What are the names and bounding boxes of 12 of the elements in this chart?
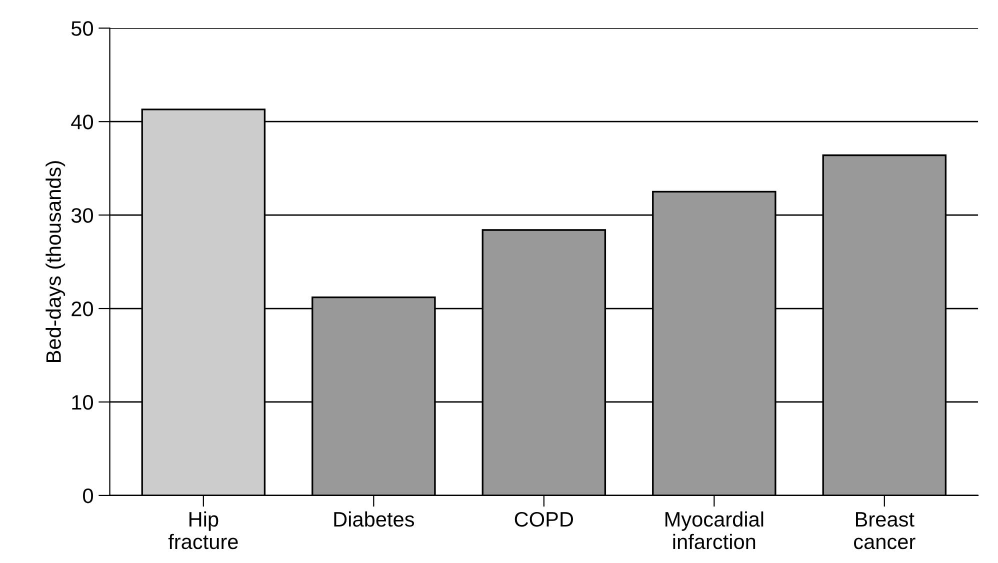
x-tick-label: Breast cancer bbox=[854, 512, 916, 550]
x-tick-label: Hip fracture bbox=[168, 511, 238, 550]
y-tick-label: 10 bbox=[72, 394, 93, 410]
x-tick-label: COPD bbox=[514, 512, 574, 527]
x-tick-label: Diabetes bbox=[334, 511, 414, 527]
y-axis-title: Bed-days (thousands) bbox=[46, 161, 66, 362]
y-tick-label: 50 bbox=[71, 21, 93, 36]
y-tick-label: 30 bbox=[71, 208, 93, 223]
y-tick-label: 20 bbox=[72, 302, 93, 316]
x-tick-label: Myocardial infarction bbox=[666, 511, 764, 550]
y-tick-label: 40 bbox=[71, 114, 93, 130]
y-tick-label: 0 bbox=[83, 488, 93, 504]
